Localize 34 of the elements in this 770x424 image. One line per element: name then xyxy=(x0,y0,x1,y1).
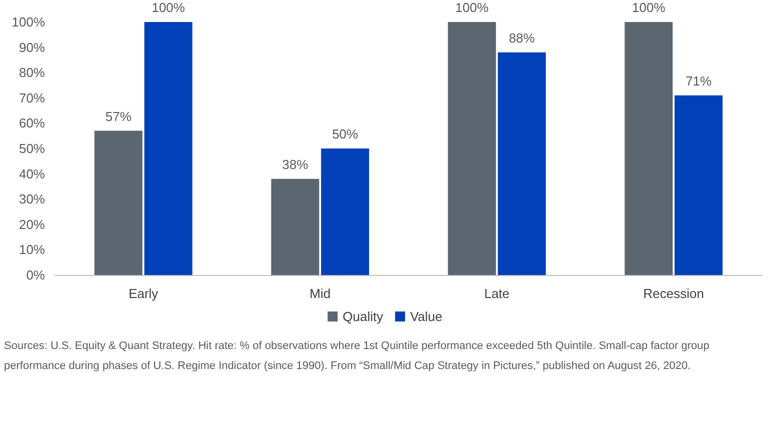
x-tick-label: Early xyxy=(128,286,159,301)
data-label: 100% xyxy=(632,0,666,15)
x-tick-label: Recession xyxy=(643,286,704,301)
y-tick-label: 30% xyxy=(18,192,46,207)
y-tick-label: 70% xyxy=(18,90,46,106)
y-tick-label: 40% xyxy=(18,166,46,182)
x-tick-label: Mid xyxy=(310,286,331,301)
source-note: Sources: U.S. Equity & Quant Strategy. Hit rate: % of observations where 1st Quintile performance exceeded 5th Quintile. Small-cap factor group performance during phases of U.S. Regime Indicator (since 1990). From “Small/Mid Cap Strategy in Pictures,” published on August 26, 2020. xyxy=(4,339,710,374)
bar xyxy=(271,178,320,275)
data-label: 100% xyxy=(152,0,186,15)
data-label: 57% xyxy=(105,108,132,124)
y-tick-label: 60% xyxy=(18,116,46,131)
data-label: 71% xyxy=(686,73,712,88)
y-tick-label: 90% xyxy=(18,40,46,55)
y-tick-label: 50% xyxy=(18,141,46,156)
y-tick-label: 20% xyxy=(18,216,46,232)
data-label: 100% xyxy=(455,0,489,15)
x-tick-label: Late xyxy=(484,286,510,301)
bar xyxy=(448,22,496,275)
bar xyxy=(94,130,142,275)
bar xyxy=(144,22,192,275)
bar xyxy=(624,22,673,275)
y-tick-label: 10% xyxy=(18,242,46,258)
bar xyxy=(674,95,723,275)
data-label: 38% xyxy=(282,156,309,172)
data-label: 88% xyxy=(508,30,536,46)
y-tick-label: 100% xyxy=(12,14,46,30)
bar xyxy=(498,52,546,275)
y-tick-label: 0% xyxy=(26,268,46,282)
bar xyxy=(321,148,370,275)
legend-label: Quality xyxy=(342,309,384,324)
data-label: 50% xyxy=(332,126,359,142)
legend-label: Value xyxy=(410,309,442,324)
y-tick-label: 80% xyxy=(18,65,46,80)
